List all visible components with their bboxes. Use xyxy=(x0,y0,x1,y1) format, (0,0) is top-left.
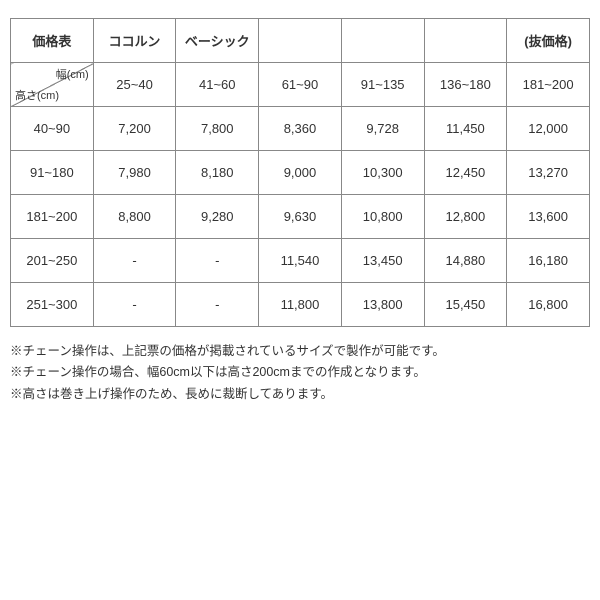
price-cell: 13,270 xyxy=(507,151,590,195)
price-cell: - xyxy=(93,283,176,327)
width-range: 136~180 xyxy=(424,63,507,107)
row-label: 91~180 xyxy=(11,151,94,195)
price-cell: 7,200 xyxy=(93,107,176,151)
price-table: 価格表 ココルン ベーシック (抜価格) 幅(cm) 高さ(cm) 25~40 … xyxy=(10,18,590,327)
price-cell: 12,800 xyxy=(424,195,507,239)
price-cell: 14,880 xyxy=(424,239,507,283)
table-row: 91~180 7,980 8,180 9,000 10,300 12,450 1… xyxy=(11,151,590,195)
price-cell: 8,360 xyxy=(259,107,342,151)
price-cell: 12,000 xyxy=(507,107,590,151)
width-range: 181~200 xyxy=(507,63,590,107)
width-range-row: 幅(cm) 高さ(cm) 25~40 41~60 61~90 91~135 13… xyxy=(11,63,590,107)
price-cell: 13,450 xyxy=(341,239,424,283)
width-axis-label: 幅(cm) xyxy=(56,66,89,82)
price-cell: 8,800 xyxy=(93,195,176,239)
price-cell: 16,800 xyxy=(507,283,590,327)
row-label: 181~200 xyxy=(11,195,94,239)
table-row: 181~200 8,800 9,280 9,630 10,800 12,800 … xyxy=(11,195,590,239)
price-cell: 8,180 xyxy=(176,151,259,195)
price-cell: 10,800 xyxy=(341,195,424,239)
price-cell: 13,800 xyxy=(341,283,424,327)
price-cell: 7,800 xyxy=(176,107,259,151)
width-range: 61~90 xyxy=(259,63,342,107)
price-cell: 9,280 xyxy=(176,195,259,239)
price-cell: 7,980 xyxy=(93,151,176,195)
price-cell: 11,450 xyxy=(424,107,507,151)
table-row: 201~250 - - 11,540 13,450 14,880 16,180 xyxy=(11,239,590,283)
price-cell: 13,600 xyxy=(507,195,590,239)
price-cell: 11,540 xyxy=(259,239,342,283)
price-cell: 11,800 xyxy=(259,283,342,327)
price-cell: 9,728 xyxy=(341,107,424,151)
price-cell: - xyxy=(93,239,176,283)
width-range: 91~135 xyxy=(341,63,424,107)
header-cell xyxy=(341,19,424,63)
note-line: ※チェーン操作の場合、幅60cm以下は高さ200cmまでの作成となります。 xyxy=(10,362,590,383)
header-cell: ココルン xyxy=(93,19,176,63)
note-line: ※チェーン操作は、上記票の価格が掲載されているサイズで製作が可能です。 xyxy=(10,341,590,362)
header-cell: (抜価格) xyxy=(507,19,590,63)
price-cell: 12,450 xyxy=(424,151,507,195)
note-line: ※高さは巻き上げ操作のため、長めに裁断してあります。 xyxy=(10,384,590,405)
price-cell: - xyxy=(176,283,259,327)
notes-block: ※チェーン操作は、上記票の価格が掲載されているサイズで製作が可能です。 ※チェー… xyxy=(10,341,590,405)
width-range: 41~60 xyxy=(176,63,259,107)
header-cell xyxy=(424,19,507,63)
price-cell: 15,450 xyxy=(424,283,507,327)
price-cell: 16,180 xyxy=(507,239,590,283)
table-row: 251~300 - - 11,800 13,800 15,450 16,800 xyxy=(11,283,590,327)
row-label: 201~250 xyxy=(11,239,94,283)
width-range: 25~40 xyxy=(93,63,176,107)
row-label: 251~300 xyxy=(11,283,94,327)
price-cell: 9,630 xyxy=(259,195,342,239)
header-cell: 価格表 xyxy=(11,19,94,63)
height-axis-label: 高さ(cm) xyxy=(15,87,59,103)
diagonal-header: 幅(cm) 高さ(cm) xyxy=(11,63,94,107)
table-row: 40~90 7,200 7,800 8,360 9,728 11,450 12,… xyxy=(11,107,590,151)
price-cell: - xyxy=(176,239,259,283)
header-row: 価格表 ココルン ベーシック (抜価格) xyxy=(11,19,590,63)
price-cell: 10,300 xyxy=(341,151,424,195)
header-cell: ベーシック xyxy=(176,19,259,63)
price-cell: 9,000 xyxy=(259,151,342,195)
header-cell xyxy=(259,19,342,63)
row-label: 40~90 xyxy=(11,107,94,151)
